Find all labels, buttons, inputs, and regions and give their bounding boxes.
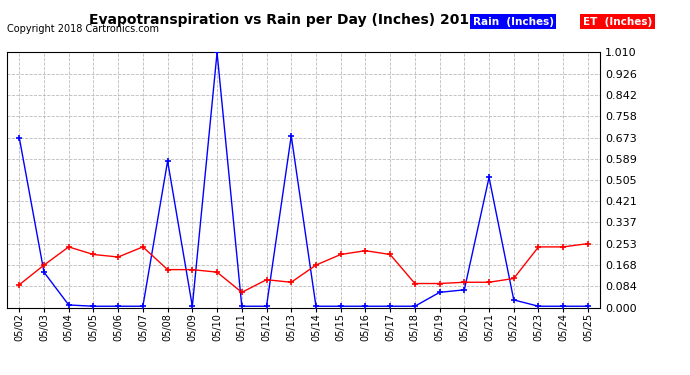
Text: Copyright 2018 Cartronics.com: Copyright 2018 Cartronics.com bbox=[7, 24, 159, 34]
Text: Rain  (Inches): Rain (Inches) bbox=[473, 17, 553, 27]
Text: ET  (Inches): ET (Inches) bbox=[583, 17, 652, 27]
Text: Evapotranspiration vs Rain per Day (Inches) 20180526: Evapotranspiration vs Rain per Day (Inch… bbox=[89, 13, 518, 27]
